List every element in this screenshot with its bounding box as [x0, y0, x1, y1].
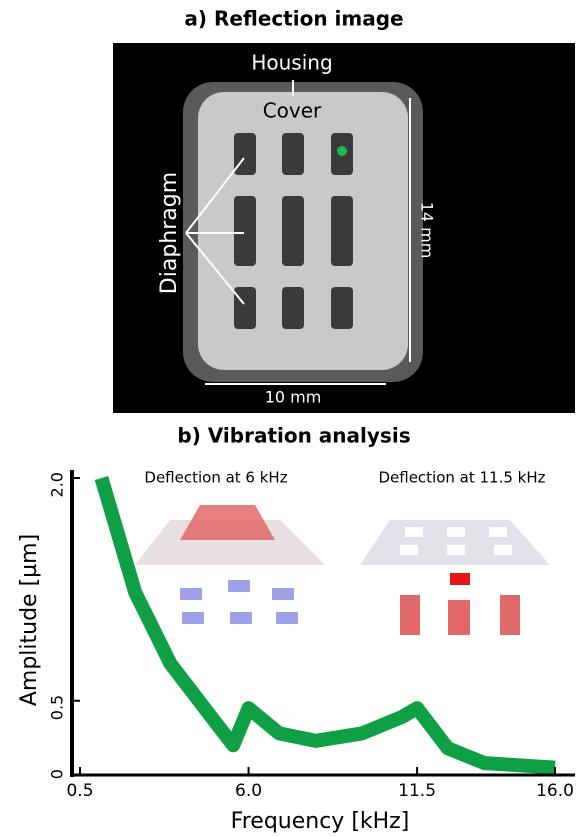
label: Housing: [251, 51, 332, 75]
y-tick-label: 0.5: [48, 695, 67, 720]
panel-title: a) Reflection image: [184, 7, 403, 31]
x-tick-label: 11.5: [398, 781, 436, 801]
y-tick-label: 0: [48, 769, 67, 779]
label: Cover: [263, 99, 322, 123]
label: 10 mm: [265, 388, 322, 407]
chart-title: b) Vibration analysis: [177, 424, 410, 448]
deflection-inset: [135, 505, 550, 635]
x-axis-label: Frequency [kHz]: [231, 809, 410, 834]
data-line: [94, 476, 556, 775]
label: Diaphragm: [157, 172, 182, 294]
y-axis-label: Amplitude [µm]: [17, 534, 42, 706]
label: 14 mm: [418, 202, 437, 259]
reflection-image: Housing Cover Diaphragm 14 mm 10 mm: [113, 43, 575, 413]
x-tick-label: 16.0: [536, 781, 574, 801]
x-tick-label: 6.0: [235, 781, 262, 801]
y-tick-label: 2.0: [48, 472, 67, 497]
x-tick-label: 0.5: [66, 781, 93, 801]
annotation: Deflection at 11.5 kHz: [378, 469, 545, 487]
annotation: Deflection at 6 kHz: [144, 469, 287, 487]
